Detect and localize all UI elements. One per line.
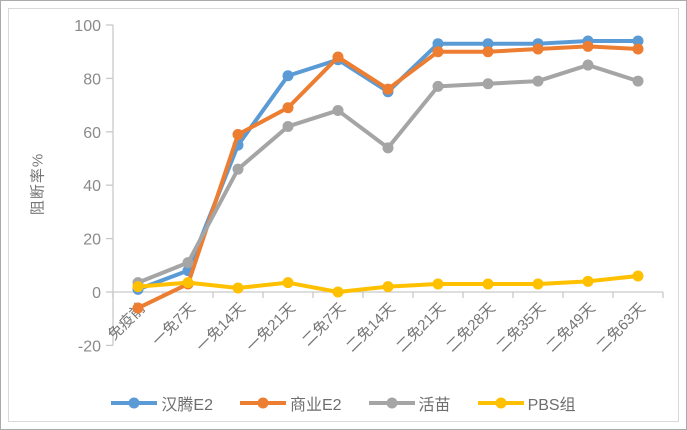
legend: 汉腾E2 商业E2 活苗 PBS组 xyxy=(1,391,686,415)
series-point-3-0 xyxy=(132,281,144,293)
series-point-3-4 xyxy=(332,286,344,298)
legend-marker xyxy=(128,397,140,409)
x-tick-label: 二免28天 xyxy=(443,300,499,356)
series-point-0-10 xyxy=(632,35,644,47)
series-point-2-9 xyxy=(582,59,594,71)
y-tick-label: 60 xyxy=(83,125,101,142)
x-tick-label: 二免21天 xyxy=(393,300,449,356)
series-point-1-0 xyxy=(132,302,144,314)
y-tick-label: -20 xyxy=(78,338,101,355)
legend-line-marker-icon xyxy=(239,397,286,409)
x-tick-label: 一免14天 xyxy=(193,300,249,356)
series-point-3-5 xyxy=(382,281,394,293)
legend-line-marker-icon xyxy=(111,397,158,409)
y-axis-title: 阻断率% xyxy=(29,152,47,216)
series-point-1-5 xyxy=(382,83,394,95)
series-point-3-1 xyxy=(182,277,194,289)
series-point-3-6 xyxy=(432,278,444,290)
series-point-2-2 xyxy=(232,163,244,175)
legend-line-marker-icon xyxy=(368,397,415,409)
legend-marker xyxy=(257,397,269,409)
x-tick-label: 一免7天 xyxy=(149,300,199,350)
series-point-1-3 xyxy=(282,102,294,114)
legend-item-pbs: PBS组 xyxy=(477,391,576,415)
legend-label: 汉腾E2 xyxy=(161,397,213,414)
y-tick-label: 20 xyxy=(83,232,101,249)
series-line-2 xyxy=(136,63,640,285)
series-point-2-4 xyxy=(332,104,344,116)
legend-label: 活苗 xyxy=(418,397,451,414)
series-point-1-2 xyxy=(232,128,244,140)
series-point-2-8 xyxy=(532,75,544,87)
legend-item-shangye-e2: 商业E2 xyxy=(239,391,342,415)
series-point-3-7 xyxy=(482,278,494,290)
legend-item-huomiao: 活苗 xyxy=(368,391,451,415)
x-tick-label: 二免35天 xyxy=(493,300,549,356)
x-tick-label: 二免49天 xyxy=(543,300,599,356)
y-tick-label: 40 xyxy=(83,178,101,195)
series-point-2-3 xyxy=(282,120,294,132)
series-point-2-1 xyxy=(182,257,194,269)
x-tick-label: 二免7天 xyxy=(299,300,349,350)
chart-frame xyxy=(8,8,679,422)
legend-item-hanteng-e2: 汉腾E2 xyxy=(111,391,213,415)
legend-line-marker-icon xyxy=(477,397,524,409)
series-point-2-7 xyxy=(482,78,494,90)
series-point-3-3 xyxy=(282,277,294,289)
series-line-0 xyxy=(136,39,640,292)
series-point-1-7 xyxy=(482,46,494,58)
series-point-3-8 xyxy=(532,278,544,290)
x-tick-label: 一免21天 xyxy=(243,300,299,356)
legend-label: PBS组 xyxy=(527,397,576,414)
series-point-2-5 xyxy=(382,142,394,154)
series-point-3-9 xyxy=(582,275,594,287)
series-point-0-6 xyxy=(432,38,444,50)
series-point-0-3 xyxy=(282,70,294,82)
series-point-0-7 xyxy=(482,38,494,50)
y-tick-label: 80 xyxy=(83,71,101,88)
series-point-3-2 xyxy=(232,282,244,294)
y-tick-label: 0 xyxy=(92,285,101,302)
series-point-1-8 xyxy=(532,43,544,55)
x-tick-label: 二免14天 xyxy=(343,300,399,356)
x-tick-label: 二免63天 xyxy=(593,300,649,356)
series-point-1-6 xyxy=(432,46,444,58)
series-point-2-6 xyxy=(432,80,444,92)
legend-marker xyxy=(386,397,398,409)
series-point-1-9 xyxy=(582,40,594,52)
legend-label: 商业E2 xyxy=(289,397,342,414)
series-point-3-10 xyxy=(632,270,644,282)
y-tick-label: 100 xyxy=(74,18,101,35)
series-point-1-10 xyxy=(632,43,644,55)
series-point-2-10 xyxy=(632,75,644,87)
legend-marker xyxy=(495,397,507,409)
series-point-1-4 xyxy=(332,51,344,63)
